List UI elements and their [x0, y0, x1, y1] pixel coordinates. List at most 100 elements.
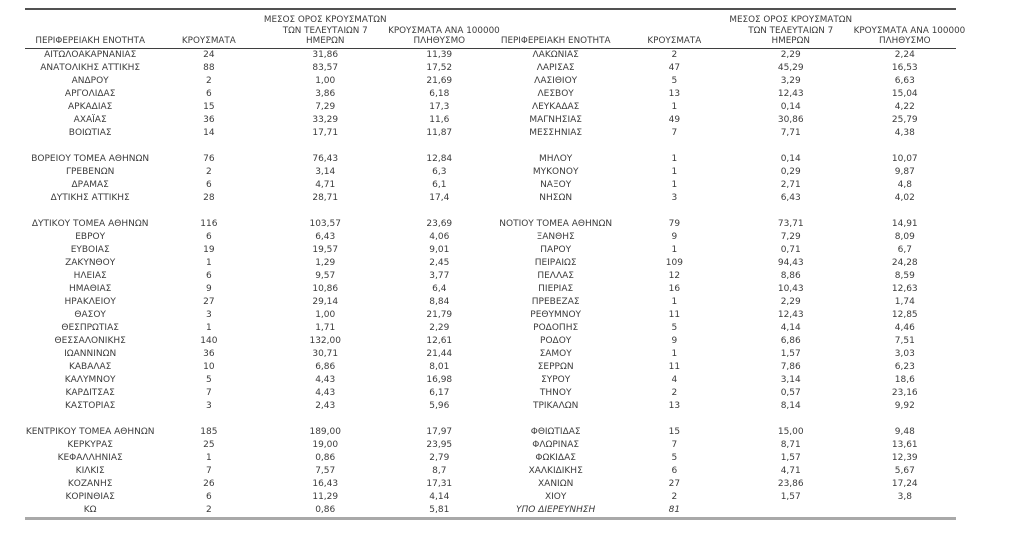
region-name: ΔΥΤΙΚΗΣ ΑΤΤΙΚΗΣ — [50, 192, 130, 203]
value-cell: 5 — [671, 322, 678, 333]
empty-cell — [25, 205, 155, 218]
region-name: ΜΥΚΟΝΟΥ — [532, 166, 579, 177]
column-header: ΚΡΟΥΣΜΑΤΑ ΑΝΑ 100000 ΠΛΗΘΥΣΜΟ — [388, 10, 500, 49]
value-cell: 13,61 — [891, 439, 918, 450]
region-name: ΔΡΑΜΑΣ — [71, 179, 109, 190]
table-row: ΚΩ 2 0,86 5,81 — [25, 504, 491, 517]
table-row: ΛΑΚΩΝΙΑΣ 2 2,29 2,24 — [491, 48, 957, 62]
value-cell: 1 — [671, 153, 678, 164]
region-name: ΠΕΛΛΑΣ — [537, 270, 574, 281]
value-cell: 6,4 — [432, 283, 447, 294]
value-cell: 45,29 — [777, 62, 804, 73]
region-name: ΕΥΒΟΙΑΣ — [70, 244, 110, 255]
table-row: ΑΙΤΩΛΟΑΚΑΡΝΑΝΙΑΣ 24 31,86 11,39 — [25, 48, 491, 62]
value-cell: 3,03 — [894, 348, 915, 359]
column-header: ΜΕΣΟΣ ΟΡΟΣ ΚΡΟΥΣΜΑΤΩΝ ΤΩΝ ΤΕΛΕΥΤΑΙΩΝ 7 ΗΜΕ… — [262, 10, 389, 49]
region-name: ΠΑΡΟΥ — [540, 244, 572, 255]
value-cell: 4,22 — [894, 101, 915, 112]
table-row: ΣΕΡΡΩΝ 11 7,86 6,23 — [491, 361, 957, 374]
value-cell: 1,29 — [315, 257, 336, 268]
value-cell: 17,24 — [891, 478, 918, 489]
column-header-line: ΠΕΡΙΦΕΡΕΙΑΚΗ ΕΝΟΤΗΤΑ — [35, 36, 145, 46]
value-cell: 1 — [671, 348, 678, 359]
value-cell: 11,29 — [312, 491, 339, 502]
column-header: ΚΡΟΥΣΜΑΤΑ ΑΝΑ 100000 ΠΛΗΘΥΣΜΟ — [853, 10, 965, 49]
value-cell: 1 — [205, 322, 212, 333]
value-cell: 6,43 — [780, 192, 801, 203]
spacer-row — [491, 140, 957, 153]
value-cell: 5 — [671, 75, 678, 86]
table-row: ΕΥΒΟΙΑΣ 19 19,57 9,01 — [25, 244, 491, 257]
empty-cell — [491, 413, 621, 426]
value-cell: 76 — [203, 153, 215, 164]
region-name: ΝΗΣΩΝ — [539, 192, 573, 203]
region-name: ΘΑΣΟΥ — [74, 309, 106, 320]
value-cell: 7 — [205, 387, 212, 398]
table-row: ΘΕΣΠΡΩΤΙΑΣ 1 1,71 2,29 — [25, 322, 491, 335]
value-cell: 1 — [671, 179, 678, 190]
value-cell: 3,86 — [315, 88, 336, 99]
table-row: ΓΡΕΒΕΝΩΝ 2 3,14 6,3 — [25, 166, 491, 179]
value-cell: 6,3 — [432, 166, 447, 177]
value-cell: 2,71 — [780, 179, 801, 190]
region-name: ΧΙΟΥ — [544, 491, 567, 502]
value-cell: 7 — [671, 127, 678, 138]
region-name: ΑΡΚΑΔΙΑΣ — [68, 101, 113, 112]
value-cell: 47 — [668, 62, 681, 73]
table-row: ΠΕΙΡΑΙΩΣ 109 94,43 24,28 — [491, 257, 957, 270]
value-cell: 0,29 — [780, 166, 801, 177]
region-name: ΠΕΙΡΑΙΩΣ — [534, 257, 577, 268]
table-row: ΦΩΚΙΔΑΣ 5 1,57 12,39 — [491, 452, 957, 465]
table-row: ΒΟΡΕΙΟΥ ΤΟΜΕΑ ΑΘΗΝΩΝ 76 76,43 12,84 — [25, 153, 491, 166]
region-name: ΦΘΙΩΤΙΔΑΣ — [530, 426, 581, 437]
region-name: ΛΑΚΩΝΙΑΣ — [532, 49, 579, 60]
value-cell: 8,7 — [432, 465, 447, 476]
value-cell: 6 — [205, 270, 212, 281]
table-row: ΧΑΛΚΙΔΙΚΗΣ 6 4,71 5,67 — [491, 465, 957, 478]
value-cell: 81 — [668, 504, 681, 515]
value-cell: 3 — [205, 309, 212, 320]
column-header-line: ΠΛΗΘΥΣΜΟ — [878, 36, 931, 46]
table-row: ΡΕΘΥΜΝΟΥ 11 12,43 12,85 — [491, 309, 957, 322]
region-name: ΖΑΚΥΝΘΟΥ — [65, 257, 116, 268]
value-cell: 4,43 — [315, 374, 336, 385]
region-name: ΒΟΡΕΙΟΥ ΤΟΜΕΑ ΑΘΗΝΩΝ — [31, 153, 150, 164]
table-row: ΡΟΔΟΠΗΣ 5 4,14 4,46 — [491, 322, 957, 335]
column-header-line: ΚΡΟΥΣΜΑΤΑ — [647, 36, 702, 46]
region-name: ΚΕΝΤΡΙΚΟΥ ΤΟΜΕΑ ΑΘΗΝΩΝ — [25, 426, 155, 437]
value-cell: 109 — [665, 257, 683, 268]
value-cell: 27 — [203, 296, 215, 307]
region-name: ΚΕΦΑΛΛΗΝΙΑΣ — [57, 452, 123, 463]
value-cell: 4,14 — [780, 322, 801, 333]
value-cell: 8,71 — [780, 439, 801, 450]
value-cell: 4 — [671, 374, 678, 385]
value-cell: 0,57 — [780, 387, 801, 398]
region-name: ΚΟΡΙΝΘΙΑΣ — [65, 491, 115, 502]
value-cell: 10,43 — [777, 283, 804, 294]
table-row: ΚΑΒΑΛΑΣ 10 6,86 8,01 — [25, 361, 491, 374]
region-name: ΣΥΡΟΥ — [541, 374, 571, 385]
table-row: ΘΕΣΣΑΛΟΝΙΚΗΣ 140 132,00 12,61 — [25, 335, 491, 348]
region-name: ΘΕΣΣΑΛΟΝΙΚΗΣ — [54, 335, 126, 346]
value-cell: 15 — [203, 101, 215, 112]
table-row: ΔΥΤΙΚΗΣ ΑΤΤΙΚΗΣ 28 28,71 17,4 — [25, 192, 491, 205]
value-cell: 1,74 — [894, 296, 915, 307]
table-row: ΔΥΤΙΚΟΥ ΤΟΜΕΑ ΑΘΗΝΩΝ 116 103,57 23,69 — [25, 218, 491, 231]
region-name: ΚΕΡΚΥΡΑΣ — [67, 439, 113, 450]
table-row: ΛΕΣΒΟΥ 13 12,43 15,04 — [491, 88, 957, 101]
region-name: ΜΗΛΟΥ — [539, 153, 573, 164]
value-cell: 5,96 — [429, 400, 450, 411]
value-cell: 1 — [671, 244, 678, 255]
value-cell: 12,61 — [426, 335, 453, 346]
column-header-line: ΠΕΡΙΦΕΡΕΙΑΚΗ ΕΝΟΤΗΤΑ — [500, 36, 611, 46]
spacer-row — [491, 413, 957, 426]
value-cell: 9,57 — [315, 270, 336, 281]
value-cell: 36 — [203, 114, 215, 125]
region-name: ΘΕΣΠΡΩΤΙΑΣ — [61, 322, 119, 333]
region-name: ΦΛΩΡΙΝΑΣ — [532, 439, 580, 450]
value-cell: 9 — [205, 283, 212, 294]
region-name: ΚΑΡΔΙΤΣΑΣ — [65, 387, 115, 398]
region-name: ΚΩ — [83, 504, 97, 515]
table-row: ΚΙΛΚΙΣ 7 7,57 8,7 — [25, 465, 491, 478]
